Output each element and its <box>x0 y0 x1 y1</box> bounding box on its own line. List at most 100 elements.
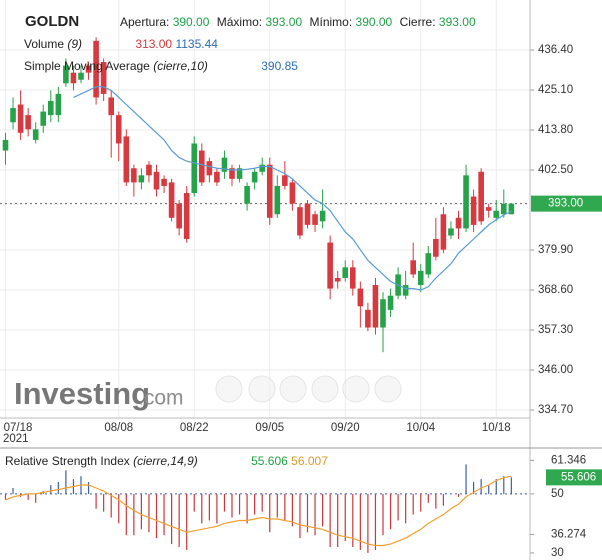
candle-body <box>131 168 137 183</box>
candle-body <box>236 168 243 179</box>
y-tick-label: 368.60 <box>538 284 573 296</box>
candle-body <box>48 100 54 116</box>
y-tick-label: 50 <box>551 488 564 500</box>
legend-params: (cierre,14,9) <box>133 454 198 468</box>
logo: Investing .com <box>14 376 184 411</box>
symbol: GOLDN <box>25 13 79 30</box>
year-label: 2021 <box>3 433 29 445</box>
nav-button[interactable] <box>374 375 402 403</box>
logo-name: Investing <box>14 376 150 411</box>
legend-params: (cierre,10) <box>153 59 208 73</box>
candle-body <box>161 178 167 186</box>
candle-body <box>229 168 235 179</box>
nav-button[interactable] <box>311 375 339 403</box>
legend-name: Relative Strength Index <box>5 454 130 468</box>
y-tick-label: 413.80 <box>538 124 573 136</box>
legend-value: 56.007 <box>291 454 328 468</box>
y-tick-label: 357.30 <box>538 324 573 336</box>
nav-button[interactable] <box>279 375 307 403</box>
legend-value: 1135.44 <box>175 37 218 51</box>
candle-body <box>70 72 77 84</box>
candle-body <box>304 203 311 225</box>
ohlc-legend: Apertura: 390.00 Máximo: 393.00 Mínimo: … <box>120 15 476 29</box>
candle-body <box>251 171 258 183</box>
candle-body <box>357 288 364 307</box>
candle-body <box>274 185 281 215</box>
legend-name: Simple Moving Average <box>24 59 150 73</box>
candle-body <box>78 72 84 80</box>
nav-button[interactable] <box>215 375 243 403</box>
candle-body <box>191 143 198 194</box>
logo-suffix: .com <box>138 387 184 410</box>
candle-body <box>55 93 62 116</box>
candle-body <box>417 270 424 286</box>
nav-buttons[interactable] <box>215 375 402 403</box>
legend-value: 390.00 <box>173 15 210 29</box>
candle-body <box>342 267 349 278</box>
x-tick-label: 07/18 <box>4 422 33 434</box>
y-tick-label: 334.70 <box>538 404 573 416</box>
candle-body <box>206 161 213 176</box>
nav-button[interactable] <box>342 375 370 403</box>
candle-body <box>146 164 152 176</box>
candle-body <box>85 65 92 73</box>
candle-body <box>297 207 303 236</box>
current-value-label: 55.606 <box>561 471 596 483</box>
legend-value: 313.00 <box>135 37 172 51</box>
candle-body <box>115 115 122 144</box>
candle-body <box>365 309 371 328</box>
legend-value: 390.00 <box>356 15 393 29</box>
y-tick-label: 425.10 <box>538 84 573 96</box>
candle-body <box>266 164 273 218</box>
legend-value: 390.85 <box>261 59 298 73</box>
candle-body <box>433 239 439 257</box>
candle-body <box>221 157 228 172</box>
candle-body <box>138 175 145 183</box>
legend-label: Apertura: <box>120 15 169 29</box>
x-tick-label: 10/18 <box>482 422 511 434</box>
signal-line <box>5 475 512 547</box>
candle-body <box>25 115 31 130</box>
legend-value: 393.00 <box>439 15 476 29</box>
candle-body <box>244 185 250 204</box>
candle-body <box>493 210 500 218</box>
candle-body <box>40 111 47 126</box>
volume-legend: Volume (9) 313.00 1135.44 <box>24 37 218 51</box>
candle-body <box>463 175 469 229</box>
candle-body <box>259 164 265 172</box>
y-tick-label: 346.00 <box>538 364 573 376</box>
candle-body <box>485 207 492 211</box>
x-tick-label: 08/22 <box>180 422 209 434</box>
candle-body <box>350 267 356 289</box>
candle-body <box>17 104 24 133</box>
candle-body <box>63 65 69 84</box>
candle-body <box>319 210 326 222</box>
nav-button[interactable] <box>248 375 276 403</box>
current-value-box <box>546 469 602 486</box>
sma-line <box>73 86 512 291</box>
legend-params: (9) <box>67 37 82 51</box>
rsi-legend: Relative Strength Index (cierre,14,9) 55… <box>5 454 328 468</box>
legend-name: Volume <box>24 37 64 51</box>
candle-body <box>501 203 507 215</box>
candle-body <box>100 62 107 94</box>
y-tick-label: 30 <box>551 547 564 559</box>
y-tick-label: 61.346 <box>551 454 586 466</box>
candle-body <box>123 136 130 183</box>
candle-body <box>312 214 318 225</box>
x-tick-label: 09/05 <box>255 422 284 434</box>
candle-body <box>448 228 454 236</box>
candle-body <box>380 299 386 328</box>
last-price-box <box>531 195 602 212</box>
candle-body <box>327 242 333 289</box>
candle-body <box>334 277 341 282</box>
legend-value: 393.00 <box>265 15 302 29</box>
y-tick-label: 436.40 <box>538 44 573 56</box>
candle-body <box>2 139 9 151</box>
candle-body <box>478 171 484 222</box>
candle-body <box>93 40 99 98</box>
candle-body <box>425 253 432 275</box>
x-tick-label: 08/08 <box>104 422 133 434</box>
x-tick-label: 09/20 <box>331 422 360 434</box>
candle-body <box>410 260 416 275</box>
